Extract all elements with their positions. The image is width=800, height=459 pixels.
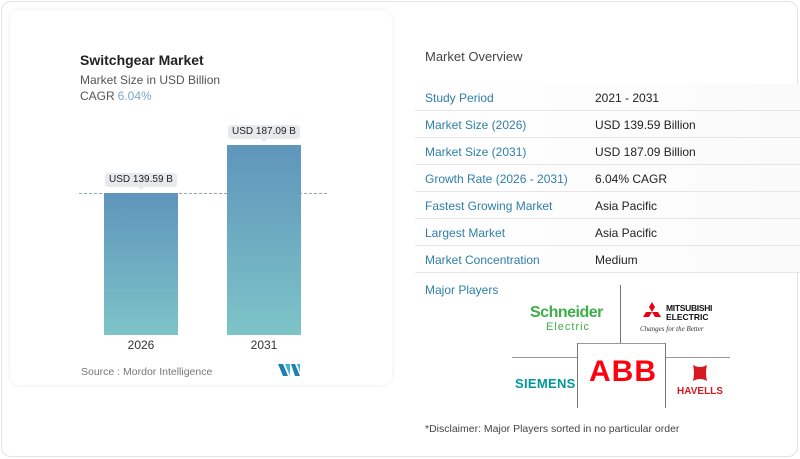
x-label-2031: 2031 xyxy=(250,338,278,352)
overview-key: Market Size (2031) xyxy=(425,145,527,159)
players-logo-grid: Schneider Electric MITSUBISHI ELECTRIC C… xyxy=(490,280,740,410)
bar-2031 xyxy=(227,145,301,335)
overview-key: Market Concentration xyxy=(425,253,540,267)
bar-2026 xyxy=(104,193,178,335)
x-label-2026: 2026 xyxy=(127,338,155,352)
mitsubishi-electric-text: ELECTRIC xyxy=(666,312,709,322)
major-players-title: Major Players xyxy=(425,283,499,297)
divider xyxy=(665,343,666,408)
divider xyxy=(512,357,577,358)
havells-text: HAVELLS xyxy=(677,386,723,397)
mitsubishi-diamonds-icon xyxy=(643,302,661,317)
mitsubishi-tagline: Changes for the Better xyxy=(640,325,704,333)
schneider-logo: Schneider Electric xyxy=(530,304,610,334)
havells-symbol-icon xyxy=(693,365,707,381)
siemens-logo: SIEMENS xyxy=(515,376,576,391)
overview-row: Growth Rate (2026 - 2031) 6.04% CAGR xyxy=(415,165,800,192)
overview-value: 2021 - 2031 xyxy=(595,91,660,105)
overview-row: Study Period 2021 - 2031 xyxy=(415,84,800,111)
overview-row: Market Concentration Medium xyxy=(415,246,800,273)
bar-label-2031: USD 187.09 B xyxy=(228,125,300,142)
cagr-label: CAGR xyxy=(80,89,115,103)
overview-key: Growth Rate (2026 - 2031) xyxy=(425,172,568,186)
divider xyxy=(665,357,730,358)
divider xyxy=(577,343,578,408)
overview-value: USD 187.09 Billion xyxy=(595,145,696,159)
overview-row: Market Size (2031) USD 187.09 Billion xyxy=(415,138,800,165)
schneider-electric-text: Electric xyxy=(546,321,591,333)
disclaimer-text: *Disclaimer: Major Players sorted in no … xyxy=(425,423,680,435)
cagr-value: 6.04% xyxy=(117,89,152,103)
havells-logo: HAVELLS xyxy=(670,363,730,397)
chart-subtitle: Market Size in USD Billion xyxy=(80,73,221,87)
divider xyxy=(577,343,665,344)
chart-title: Switchgear Market xyxy=(80,52,204,68)
chart-card xyxy=(10,10,392,385)
divider xyxy=(620,285,621,343)
reference-line xyxy=(79,193,327,194)
cagr-line: CAGR 6.04% xyxy=(80,89,152,103)
overview-key: Largest Market xyxy=(425,226,506,240)
mordor-logo-icon xyxy=(278,364,300,376)
source-text: Source : Mordor Intelligence xyxy=(81,366,213,378)
overview-key: Fastest Growing Market xyxy=(425,199,553,213)
overview-value: Asia Pacific xyxy=(595,226,658,240)
overview-value: 6.04% CAGR xyxy=(595,172,668,186)
overview-table: Study Period 2021 - 2031 Market Size (202… xyxy=(415,84,800,273)
overview-value: Asia Pacific xyxy=(595,199,658,213)
overview-row: Fastest Growing Market Asia Pacific xyxy=(415,192,800,219)
bar-label-2026: USD 139.59 B xyxy=(105,173,177,190)
overview-key: Study Period xyxy=(425,91,494,105)
overview-key: Market Size (2026) xyxy=(425,118,527,132)
overview-row: Largest Market Asia Pacific xyxy=(415,219,800,246)
overview-value: Medium xyxy=(595,253,638,267)
overview-row: Market Size (2026) USD 139.59 Billion xyxy=(415,111,800,138)
abb-logo: ABB xyxy=(589,355,657,388)
schneider-text: Schneider xyxy=(530,304,603,321)
overview-value: USD 139.59 Billion xyxy=(595,118,696,132)
overview-title: Market Overview xyxy=(425,49,523,64)
mitsubishi-text: MITSUBISHI xyxy=(666,303,713,313)
